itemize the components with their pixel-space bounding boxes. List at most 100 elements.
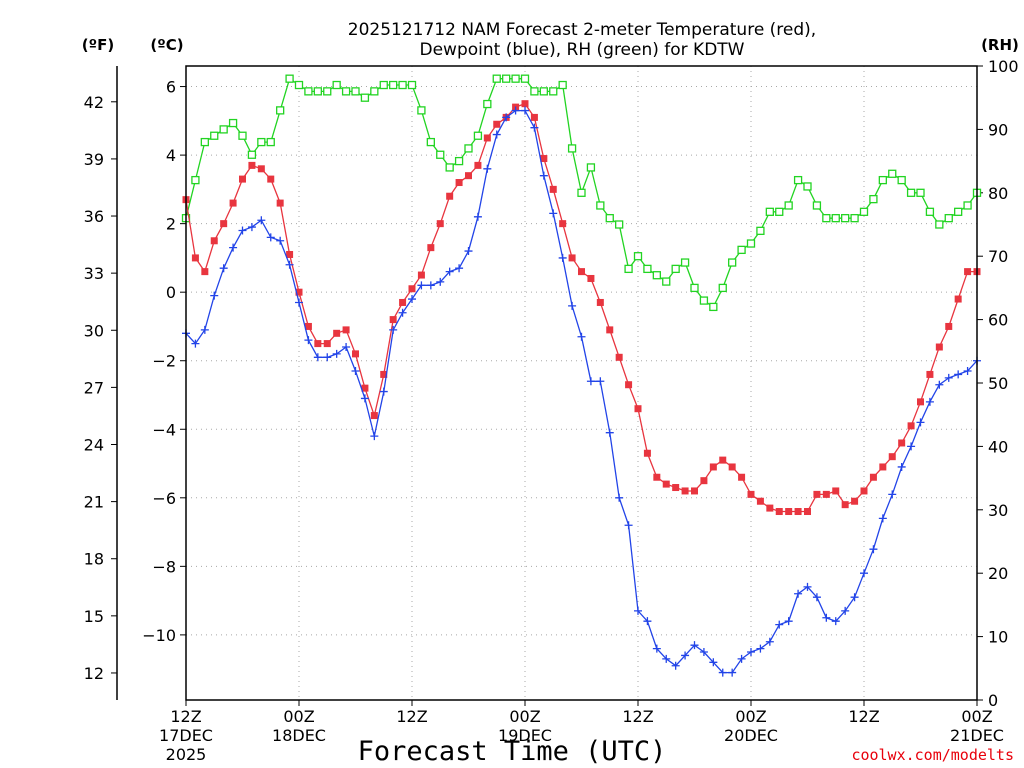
data-point [738, 246, 745, 253]
fahrenheit-tick-label: 30 [84, 321, 104, 340]
rh-tick-label: 60 [988, 311, 1008, 330]
data-point [587, 275, 594, 282]
data-point [418, 107, 425, 114]
data-point [596, 377, 604, 385]
data-point [682, 259, 689, 266]
data-point [625, 265, 632, 272]
data-point [493, 121, 500, 128]
data-point [456, 158, 463, 165]
data-point [861, 487, 868, 494]
data-point [832, 487, 839, 494]
data-point [559, 220, 566, 227]
data-point [908, 189, 915, 196]
data-point [540, 172, 548, 180]
credit-text: coolwx.com/modelts [851, 746, 1014, 764]
data-point [559, 254, 567, 262]
data-point [493, 75, 500, 82]
data-point [465, 172, 472, 179]
data-point [776, 208, 783, 215]
time-tick-label: 00Z [283, 707, 314, 726]
fahrenheit-tick-label: 21 [84, 493, 104, 512]
time-tick-label: 12Z [170, 707, 201, 726]
data-point [371, 88, 378, 95]
data-point [851, 593, 859, 601]
data-point [522, 100, 529, 107]
data-point [248, 151, 255, 158]
data-point [201, 139, 208, 146]
data-point [465, 145, 472, 152]
data-point [455, 264, 463, 272]
fahrenheit-tick-label: 15 [84, 607, 104, 626]
data-point [795, 177, 802, 184]
fahrenheit-tick-label: 39 [84, 150, 104, 169]
data-point [267, 139, 274, 146]
data-point [446, 164, 453, 171]
data-point [870, 196, 877, 203]
data-point [220, 264, 228, 272]
data-point [248, 162, 255, 169]
data-point [898, 439, 905, 446]
data-point [569, 145, 576, 152]
data-point [361, 94, 368, 101]
chart-title-line-1: 2025121712 NAM Forecast 2-meter Temperat… [348, 20, 816, 40]
data-point [766, 208, 773, 215]
data-point [578, 189, 585, 196]
celsius-tick-label: 0 [166, 283, 176, 302]
time-tick-label: 18DEC [272, 726, 326, 745]
fahrenheit-unit-label: (ºF) [82, 36, 114, 54]
data-point [710, 303, 717, 310]
rh-unit-label: (RH) [981, 36, 1019, 54]
data-point [390, 82, 397, 89]
time-tick-label: 21DEC [950, 726, 1004, 745]
data-point [804, 183, 811, 190]
data-point [615, 494, 623, 502]
data-point [738, 474, 745, 481]
data-point [210, 292, 218, 300]
data-point [625, 381, 632, 388]
data-point [842, 215, 849, 222]
data-point [907, 442, 915, 450]
data-point [324, 340, 331, 347]
data-point [578, 333, 586, 341]
celsius-tick-label: −10 [142, 626, 176, 645]
data-point [785, 508, 792, 515]
data-point [220, 126, 227, 133]
data-point [201, 326, 209, 334]
fahrenheit-tick-label: 36 [84, 207, 104, 226]
celsius-tick-label: −4 [152, 420, 176, 439]
data-point [578, 268, 585, 275]
data-point [399, 309, 407, 317]
data-point [719, 457, 726, 464]
data-point [860, 569, 868, 577]
data-point [964, 202, 971, 209]
data-point [954, 370, 962, 378]
data-point [370, 432, 378, 440]
data-point [258, 139, 265, 146]
series-2-meter-temperature [183, 100, 981, 515]
data-point [955, 296, 962, 303]
data-point [277, 200, 284, 207]
data-point [304, 336, 312, 344]
data-point [437, 151, 444, 158]
data-point [869, 545, 877, 553]
fahrenheit-tick-label: 18 [84, 550, 104, 569]
data-point [729, 259, 736, 266]
data-point [437, 220, 444, 227]
data-point [691, 487, 698, 494]
celsius-axis: 6420−2−4−6−8−10 [142, 78, 186, 645]
data-point [474, 213, 482, 221]
data-point [728, 669, 736, 677]
data-point [333, 82, 340, 89]
fahrenheit-tick-label: 42 [84, 93, 104, 112]
data-point [766, 505, 773, 512]
data-point [568, 302, 576, 310]
data-point [606, 326, 613, 333]
data-point [399, 299, 406, 306]
celsius-tick-label: −8 [152, 557, 176, 576]
data-point [616, 354, 623, 361]
data-point [606, 215, 613, 222]
rh-tick-label: 90 [988, 120, 1008, 139]
chart: 2025121712 NAM Forecast 2-meter Temperat… [0, 0, 1024, 768]
data-point [813, 491, 820, 498]
data-point [323, 353, 331, 361]
